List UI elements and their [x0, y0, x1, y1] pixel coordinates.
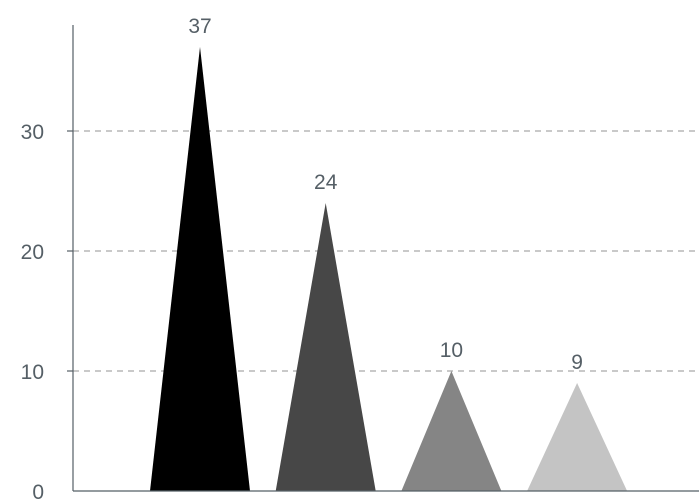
bar [150, 47, 250, 491]
y-tick-label: 20 [21, 241, 44, 264]
data-label: 37 [188, 15, 211, 38]
data-label: 10 [440, 339, 463, 362]
y-tick-label: 10 [21, 361, 44, 384]
y-axis-ticks: 0 10 20 30 [21, 121, 73, 503]
bar [275, 203, 376, 491]
bars [150, 47, 628, 491]
data-label: 24 [314, 171, 338, 194]
data-labels: 37 24 10 9 [188, 15, 583, 374]
y-tick-label: 0 [32, 481, 44, 503]
bar [527, 383, 628, 491]
bar [401, 371, 502, 491]
gridlines [73, 130, 699, 372]
data-label: 9 [571, 351, 583, 374]
y-tick-label: 30 [21, 121, 44, 144]
